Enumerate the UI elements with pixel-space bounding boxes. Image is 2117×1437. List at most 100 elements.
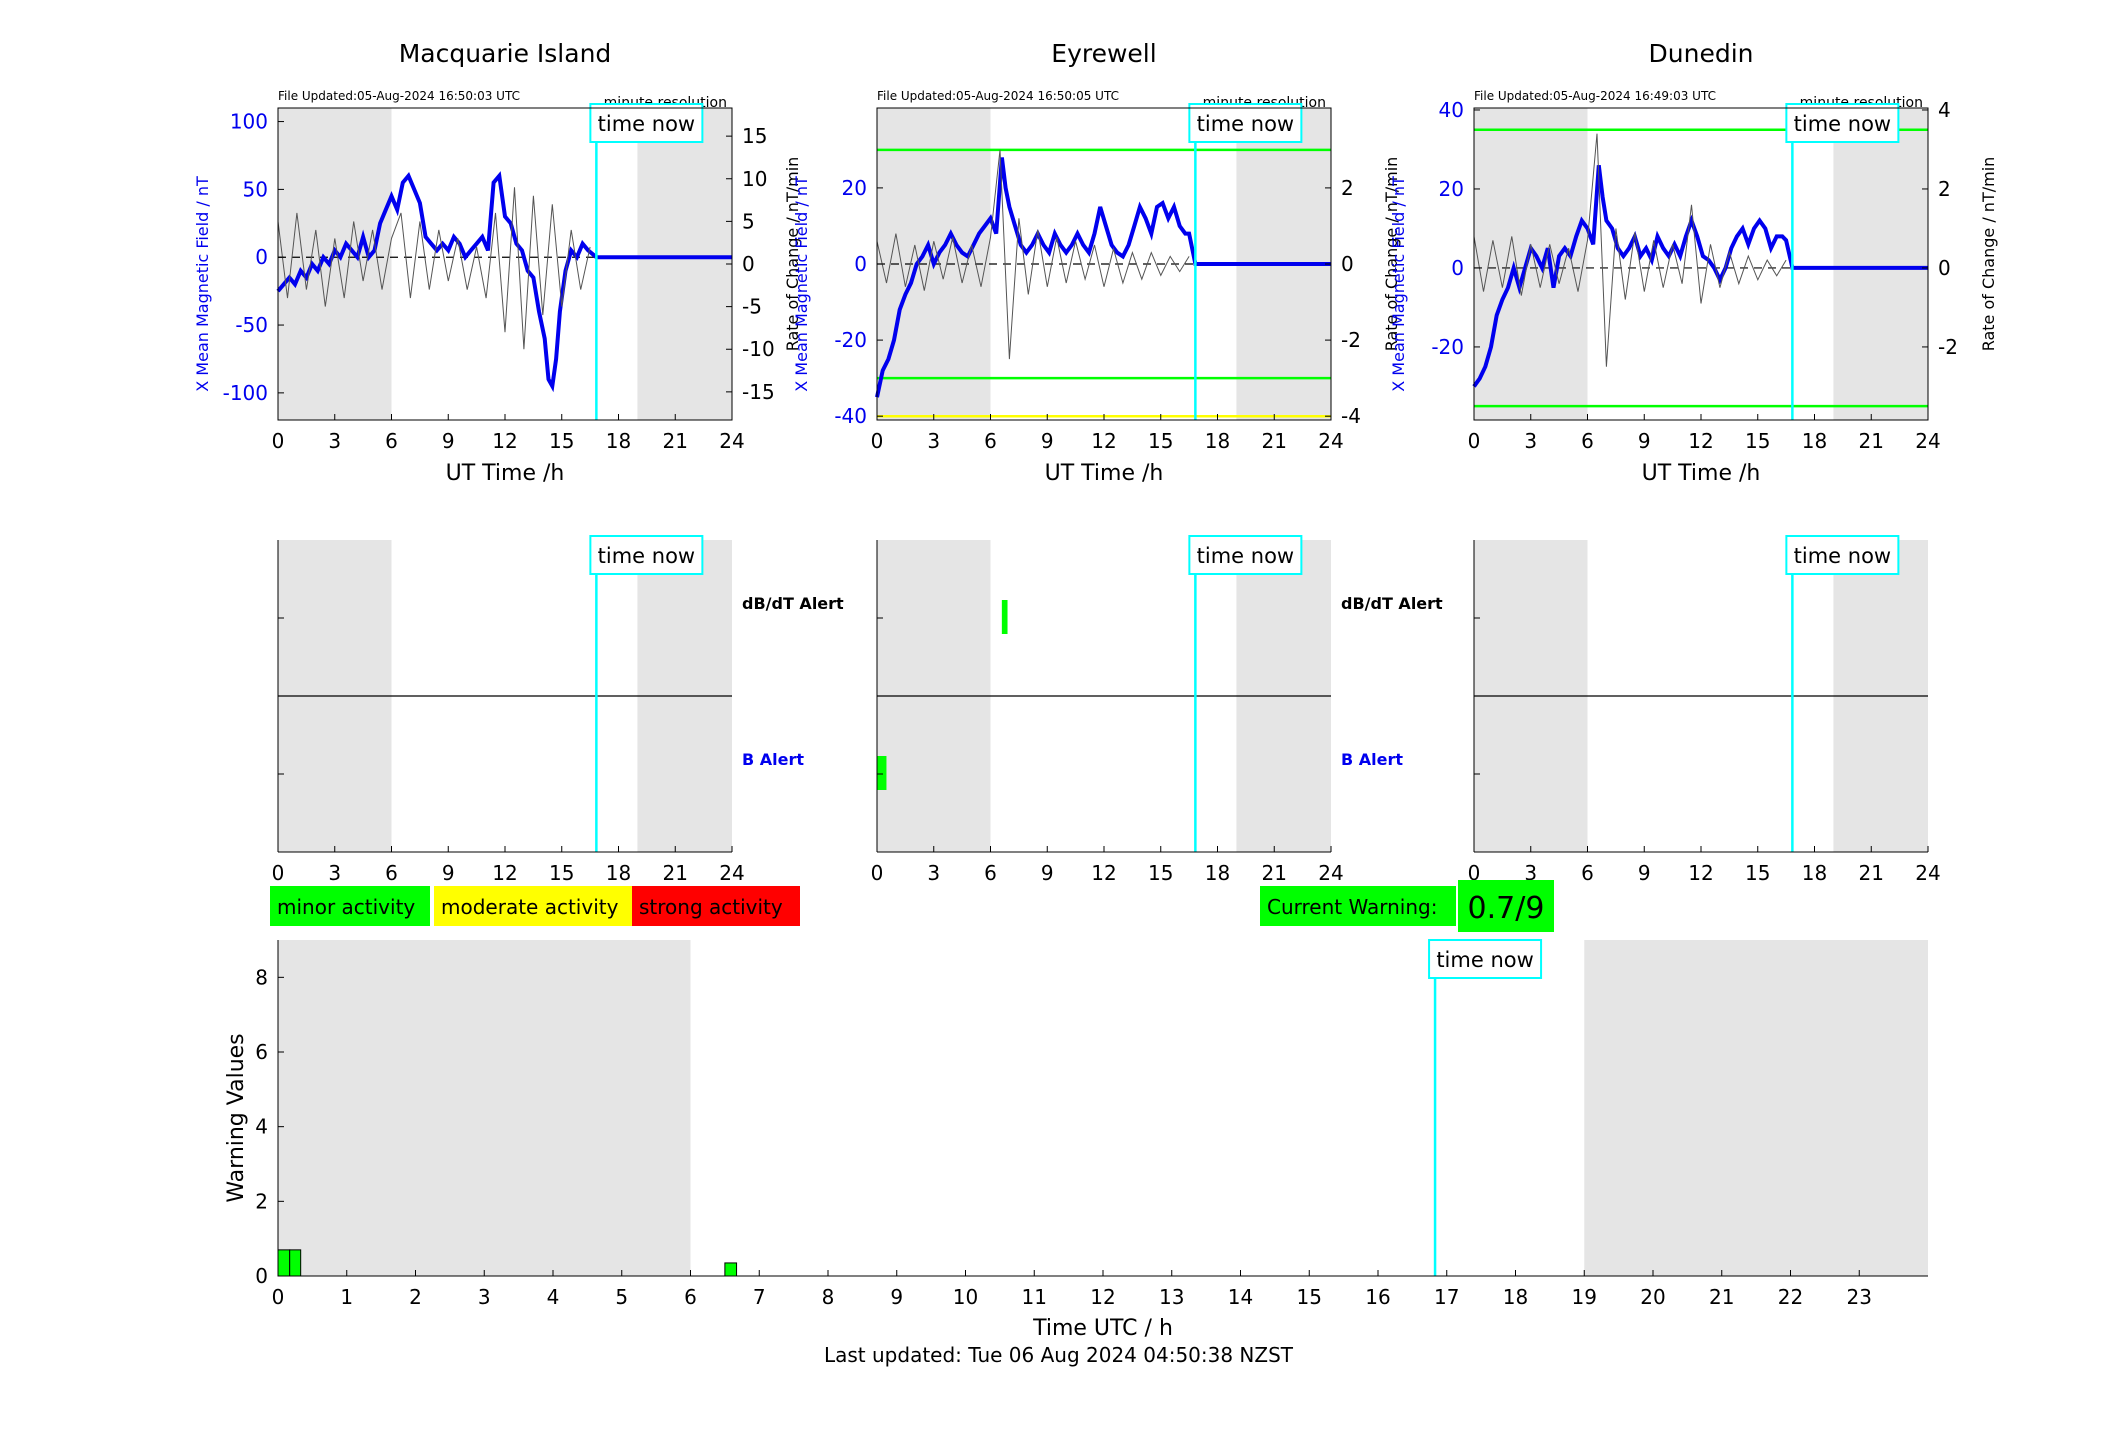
alert-panel1-time-now-label: time now <box>598 544 695 568</box>
panel1-ytick-left-label: 0 <box>255 245 268 269</box>
panel1-xtick-label: 18 <box>606 429 631 453</box>
panel3-ytick-left-label: 40 <box>1439 98 1464 122</box>
panel3-xtick-label: 3 <box>1524 429 1537 453</box>
panel3-xtick-label: 21 <box>1859 429 1884 453</box>
alert-panel2-dbdt-alert-bar <box>1001 600 1008 634</box>
panel2-xtick-label: 15 <box>1148 429 1173 453</box>
panel3-ylabel-right: Rate of Change / nT/min <box>1979 157 1998 352</box>
alert-panel1-time-now-box <box>589 535 704 575</box>
panel1-ylabel-right: Rate of Change / nT/min <box>783 157 802 352</box>
panel1-ytick-right-label: 5 <box>742 209 755 233</box>
alert-panel1-xtick-label: 15 <box>549 861 574 885</box>
warning-xtick-label: 22 <box>1778 1285 1803 1309</box>
warning-bar <box>724 1262 738 1277</box>
current-warning-label-box <box>1260 886 1456 926</box>
panel3-time-now-box <box>1785 103 1900 143</box>
warning-xtick-label: 11 <box>1022 1285 1047 1309</box>
panel2-ylabel-right: Rate of Change / nT/min <box>1382 157 1401 352</box>
panel2-time-now-box <box>1188 103 1303 143</box>
panel1-ytick-left-label: -100 <box>223 381 268 405</box>
page-footer: Last updated: Tue 06 Aug 2024 04:50:38 N… <box>823 1343 1294 1367</box>
panel3-xtick-label: 6 <box>1581 429 1594 453</box>
warning-xtick-label: 23 <box>1847 1285 1872 1309</box>
panel3-xtick-label: 12 <box>1688 429 1713 453</box>
panel3-file-updated: File Updated:05-Aug-2024 16:49:03 UTC <box>1474 89 1716 103</box>
panel1-xtick-label: 12 <box>492 429 517 453</box>
warning-xtick-label: 6 <box>684 1285 697 1309</box>
panel1-xtick-label: 15 <box>549 429 574 453</box>
panel3-ylabel-left: X Mean Magnetic Field / nT <box>1389 176 1408 392</box>
warning-xtick-label: 13 <box>1159 1285 1184 1309</box>
alert-panel2-xtick-label: 3 <box>927 861 940 885</box>
panel2-xtick-label: 3 <box>927 429 940 453</box>
panel3-xtick-label: 24 <box>1915 429 1940 453</box>
warning-xtick-label: 5 <box>615 1285 628 1309</box>
panel1-ytick-right-label: -15 <box>742 380 775 404</box>
panel2-xtick-label: 21 <box>1262 429 1287 453</box>
legend-minor-swatch <box>270 886 430 926</box>
panel1-xtick-label: 6 <box>385 429 398 453</box>
panel1-ytick-right-label: -10 <box>742 337 775 361</box>
warning-xtick-label: 21 <box>1709 1285 1734 1309</box>
panel2-time-now-label: time now <box>1197 112 1294 136</box>
panel1-ytick-right-label: 15 <box>742 124 767 148</box>
panel2-ytick-right-label: 2 <box>1341 176 1354 200</box>
panel1-xlabel: UT Time /h <box>446 461 565 486</box>
alert-panel3-time-now-label: time now <box>1794 544 1891 568</box>
panel3-ytick-left-label: -20 <box>1431 335 1464 359</box>
legend-minor-label: minor activity <box>277 895 415 919</box>
alert-panel2-dbdt-label: dB/dT Alert <box>1341 594 1443 613</box>
panel3-xtick-label: 18 <box>1802 429 1827 453</box>
panel1-title: Macquarie Island <box>399 39 612 68</box>
alert-panel2-b-label: B Alert <box>1341 750 1403 769</box>
warning-xtick-label: 19 <box>1572 1285 1597 1309</box>
warning-xtick-label: 8 <box>822 1285 835 1309</box>
warning-xtick-label: 1 <box>340 1285 353 1309</box>
alert-panel1-xtick-label: 21 <box>663 861 688 885</box>
warning-xtick-label: 18 <box>1503 1285 1528 1309</box>
alert-panel3-time-now-box <box>1785 535 1900 575</box>
alert-panel2-xtick-label: 18 <box>1205 861 1230 885</box>
warning-xtick-label: 12 <box>1090 1285 1115 1309</box>
alert-panel2-time-now-box <box>1188 535 1303 575</box>
panel2-file-updated: File Updated:05-Aug-2024 16:50:05 UTC <box>877 89 1119 103</box>
warning-time-now-label: time now <box>1436 948 1533 972</box>
panel3-ytick-left-label: 0 <box>1451 256 1464 280</box>
alert-panel1-xtick-label: 0 <box>272 861 285 885</box>
alert-panel1-xtick-label: 3 <box>328 861 341 885</box>
legend-moderate-label: moderate activity <box>441 895 619 919</box>
panel1-xtick-label: 9 <box>442 429 455 453</box>
alert-panel2-xtick-label: 24 <box>1318 861 1343 885</box>
panel2-ytick-right-label: 0 <box>1341 252 1354 276</box>
panel2-xtick-label: 24 <box>1318 429 1343 453</box>
panel1-xtick-label: 0 <box>272 429 285 453</box>
alert-panel2-time-now-label: time now <box>1197 544 1294 568</box>
panel3-ytick-left-label: 20 <box>1439 177 1464 201</box>
alert-panel3-xtick-label: 3 <box>1524 861 1537 885</box>
alert-panel1-xtick-label: 6 <box>385 861 398 885</box>
panel3-xtick-label: 15 <box>1745 429 1770 453</box>
panel1-time-now-label: time now <box>598 112 695 136</box>
panel3-xtick-label: 9 <box>1638 429 1651 453</box>
legend-strong-label: strong activity <box>639 895 783 919</box>
warning-xtick-label: 17 <box>1434 1285 1459 1309</box>
alert-panel1-xtick-label: 24 <box>719 861 744 885</box>
panel3-ytick-right-label: 4 <box>1938 98 1951 122</box>
panel2-ylabel-left: X Mean Magnetic Field / nT <box>792 176 811 392</box>
panel1-rate-line <box>277 187 591 350</box>
panel2-ytick-right-label: -2 <box>1341 328 1361 352</box>
panel1-ytick-left-label: -50 <box>235 313 268 337</box>
alert-panel3-xtick-label: 0 <box>1468 861 1481 885</box>
panel1-shade-0 <box>278 108 392 420</box>
alert-panel3-xtick-label: 6 <box>1581 861 1594 885</box>
warning-xtick-label: 16 <box>1365 1285 1390 1309</box>
panel2-ytick-left-label: 20 <box>842 176 867 200</box>
warning-xtick-label: 3 <box>478 1285 491 1309</box>
alert-panel2-xtick-label: 6 <box>984 861 997 885</box>
alert-panel1-xtick-label: 12 <box>492 861 517 885</box>
panel1-xtick-label: 3 <box>328 429 341 453</box>
panel3-ytick-right-label: 2 <box>1938 177 1951 201</box>
legend-strong-swatch <box>632 886 800 926</box>
panel1-file-updated: File Updated:05-Aug-2024 16:50:03 UTC <box>278 89 520 103</box>
panel3-shade-1 <box>1833 108 1928 420</box>
